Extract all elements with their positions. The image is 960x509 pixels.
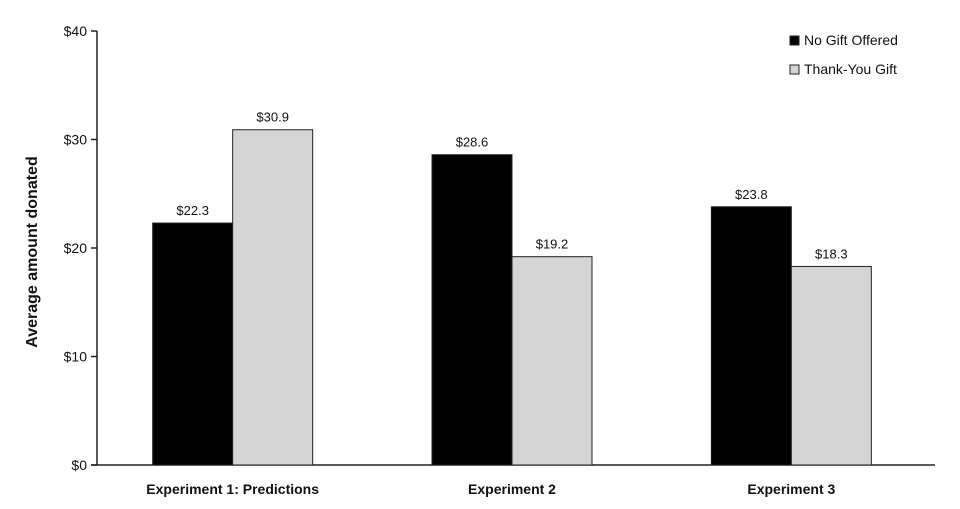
bar-value-label: $30.9	[256, 110, 289, 125]
bar-no-gift	[152, 222, 234, 466]
y-tick-label: $30	[64, 132, 88, 148]
data-labels: $22.3 $30.9 $28.6 $19.2 $23.8 $18.3	[176, 110, 847, 262]
bars	[152, 129, 872, 466]
y-axis-label: Average amount donated	[24, 156, 41, 347]
category-labels: Experiment 1: Predictions Experiment 2 Exp…	[146, 481, 835, 497]
bar-value-label: $28.6	[456, 135, 489, 150]
y-tick-label: $40	[64, 23, 88, 39]
legend-swatch	[789, 64, 800, 75]
bar-thank-you-gift	[232, 129, 314, 466]
category-label: Experiment 1: Predictions	[146, 481, 319, 497]
bar-thank-you-gift	[790, 265, 872, 466]
legend: No Gift Offered Thank-You Gift	[789, 32, 898, 77]
y-tick-label: $20	[64, 240, 88, 256]
bar-no-gift	[431, 154, 513, 466]
y-ticks: $0 $10 $20 $30 $40	[64, 23, 97, 473]
bar-value-label: $18.3	[815, 246, 848, 261]
legend-label: No Gift Offered	[804, 32, 898, 48]
legend-swatch	[789, 35, 800, 46]
y-tick-label: $0	[71, 457, 87, 473]
bar-value-label: $22.3	[176, 203, 209, 218]
category-label: Experiment 2	[468, 481, 556, 497]
bar-thank-you-gift	[511, 256, 593, 466]
y-tick-label: $10	[64, 349, 88, 365]
category-label: Experiment 3	[747, 481, 835, 497]
legend-label: Thank-You Gift	[804, 61, 897, 77]
bar-no-gift	[710, 206, 792, 466]
bar-value-label: $23.8	[735, 187, 768, 202]
bar-value-label: $19.2	[536, 237, 569, 252]
